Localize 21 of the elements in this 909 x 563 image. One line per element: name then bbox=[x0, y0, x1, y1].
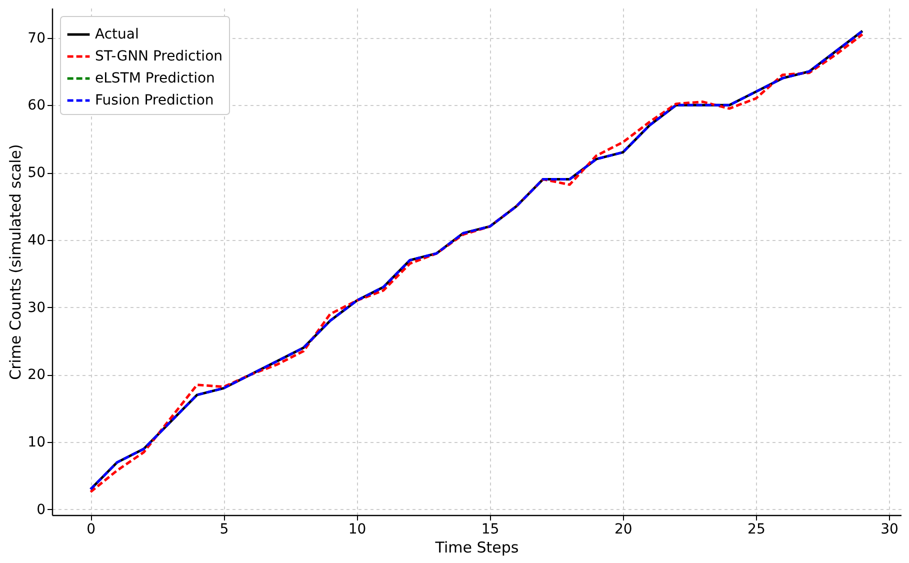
y-tick-label: 10 bbox=[28, 434, 46, 451]
x-tick-label: 25 bbox=[748, 522, 766, 538]
x-tick-label: 15 bbox=[481, 522, 500, 538]
x-axis-title: Time Steps bbox=[434, 538, 519, 556]
y-tick-label: 70 bbox=[28, 30, 46, 46]
x-tick-label: 5 bbox=[220, 522, 229, 538]
x-tick-label: 20 bbox=[614, 522, 632, 538]
y-tick-label: 50 bbox=[28, 165, 46, 182]
y-tick-label: 60 bbox=[28, 98, 46, 114]
legend-label: ST-GNN Prediction bbox=[95, 48, 223, 64]
y-tick-label: 40 bbox=[28, 232, 46, 248]
legend-label: Fusion Prediction bbox=[95, 92, 214, 108]
y-tick-label: 0 bbox=[36, 502, 46, 518]
x-tick-label: 30 bbox=[880, 522, 898, 538]
x-tick-label: 10 bbox=[348, 522, 366, 538]
y-axis-title: Crime Counts (simulated scale) bbox=[6, 144, 25, 380]
legend-label: Actual bbox=[95, 26, 139, 42]
x-tick-label: 0 bbox=[86, 522, 96, 538]
y-tick-label: 20 bbox=[28, 367, 46, 384]
y-tick-label: 30 bbox=[28, 300, 46, 316]
legend-label: eLSTM Prediction bbox=[95, 70, 215, 86]
